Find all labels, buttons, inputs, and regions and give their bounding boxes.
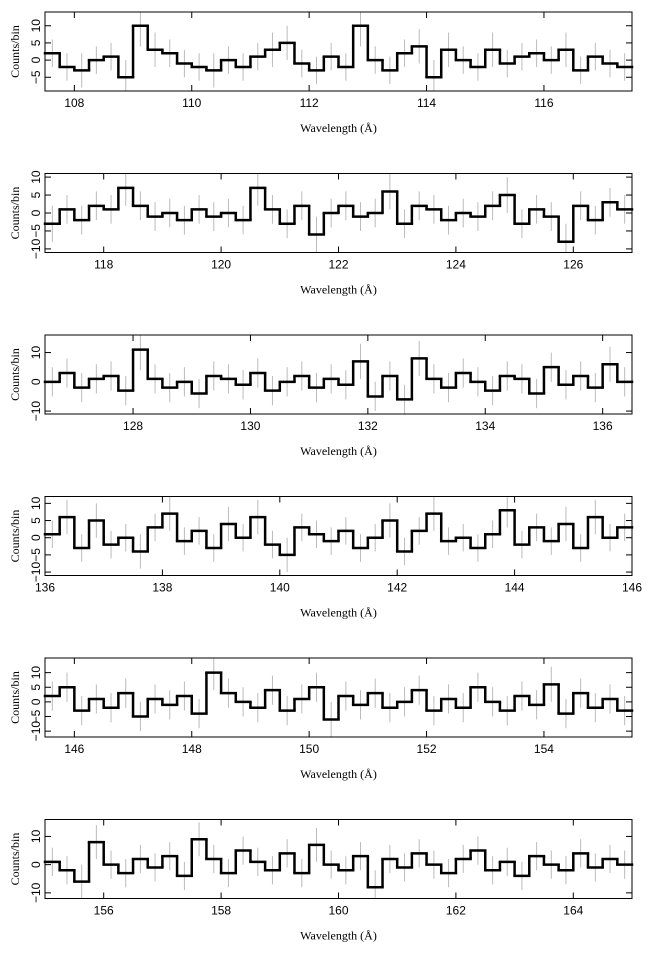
y-tick-label: −10 bbox=[29, 882, 43, 903]
x-tick-label: 136 bbox=[35, 581, 55, 595]
x-tick-label: 146 bbox=[622, 581, 642, 595]
x-axis-label: Wavelength (Å) bbox=[300, 606, 377, 620]
x-axis-label: Wavelength (Å) bbox=[300, 121, 377, 135]
x-tick-label: 108 bbox=[64, 96, 84, 110]
x-tick-label: 162 bbox=[446, 904, 466, 918]
y-tick-label: −10 bbox=[29, 721, 43, 742]
x-tick-label: 116 bbox=[534, 96, 553, 110]
x-tick-label: 126 bbox=[563, 258, 583, 272]
y-axis-label: Counts/bin bbox=[8, 25, 22, 78]
y-tick-label: −10 bbox=[29, 401, 43, 422]
x-axis-label: Wavelength (Å) bbox=[300, 767, 377, 781]
y-axis-label: Counts/bin bbox=[8, 348, 22, 401]
x-tick-label: 148 bbox=[182, 742, 202, 756]
x-tick-label: 152 bbox=[417, 742, 437, 756]
step-connector bbox=[58, 187, 619, 242]
y-tick-label: 0 bbox=[29, 209, 43, 216]
y-tick-label: 0 bbox=[29, 534, 43, 541]
x-tick-label: 130 bbox=[240, 419, 260, 433]
plot-frame bbox=[44, 11, 633, 92]
y-tick-label: 0 bbox=[29, 56, 43, 63]
x-axis-label: Wavelength (Å) bbox=[300, 444, 377, 458]
x-tick-label: 150 bbox=[299, 742, 319, 756]
y-tick-label: 10 bbox=[29, 496, 43, 510]
plot-frame bbox=[44, 334, 633, 415]
plot-frame bbox=[44, 657, 633, 738]
y-axis-label: Counts/bin bbox=[8, 187, 22, 240]
x-tick-label: 158 bbox=[211, 904, 231, 918]
x-tick-label: 114 bbox=[417, 96, 436, 110]
x-tick-label: 146 bbox=[64, 742, 84, 756]
x-tick-label: 142 bbox=[387, 581, 407, 595]
x-tick-label: 110 bbox=[182, 96, 201, 110]
y-tick-label: 5 bbox=[29, 191, 43, 198]
x-axis-label: Wavelength (Å) bbox=[300, 283, 377, 297]
y-tick-label: 10 bbox=[29, 346, 43, 360]
y-tick-label: 0 bbox=[29, 378, 43, 385]
y-tick-label: 5 bbox=[29, 684, 43, 691]
x-tick-label: 138 bbox=[152, 581, 172, 595]
y-tick-label: 10 bbox=[29, 829, 43, 843]
x-tick-label: 132 bbox=[358, 419, 378, 433]
step-connector bbox=[58, 510, 619, 555]
y-tick-label: 0 bbox=[29, 861, 43, 868]
x-tick-label: 160 bbox=[328, 904, 348, 918]
x-tick-label: 144 bbox=[505, 581, 525, 595]
y-tick-label: −5 bbox=[29, 709, 43, 723]
y-tick-label: 5 bbox=[29, 517, 43, 524]
x-tick-label: 164 bbox=[563, 904, 583, 918]
y-tick-label: −10 bbox=[29, 562, 43, 583]
y-axis-label: Counts/bin bbox=[8, 510, 22, 563]
x-tick-label: 118 bbox=[94, 258, 113, 272]
x-tick-label: 136 bbox=[593, 419, 613, 433]
step-connector bbox=[58, 839, 619, 888]
y-tick-label: −5 bbox=[29, 548, 43, 562]
y-tick-label: −5 bbox=[29, 224, 43, 238]
y-tick-label: −5 bbox=[29, 70, 43, 84]
x-tick-label: 154 bbox=[534, 742, 554, 756]
x-tick-label: 134 bbox=[475, 419, 495, 433]
step-connector bbox=[58, 25, 619, 78]
y-tick-label: 10 bbox=[29, 170, 43, 184]
plot-frame bbox=[44, 496, 633, 576]
x-tick-label: 128 bbox=[123, 419, 143, 433]
y-tick-label: 10 bbox=[29, 666, 43, 680]
step-connector bbox=[58, 672, 619, 720]
x-tick-label: 124 bbox=[446, 258, 466, 272]
y-axis-label: Counts/bin bbox=[8, 671, 22, 724]
y-axis-label: Counts/bin bbox=[8, 833, 22, 886]
x-tick-label: 140 bbox=[270, 581, 290, 595]
x-tick-label: 120 bbox=[211, 258, 231, 272]
x-tick-label: 122 bbox=[328, 258, 348, 272]
step-connector bbox=[58, 349, 619, 400]
y-tick-label: −10 bbox=[29, 238, 43, 259]
y-tick-label: 5 bbox=[29, 39, 43, 46]
x-axis-label: Wavelength (Å) bbox=[300, 929, 377, 943]
y-tick-label: 0 bbox=[29, 698, 43, 705]
x-tick-label: 112 bbox=[300, 96, 319, 110]
x-tick-label: 156 bbox=[94, 904, 114, 918]
y-tick-label: 10 bbox=[29, 19, 43, 33]
